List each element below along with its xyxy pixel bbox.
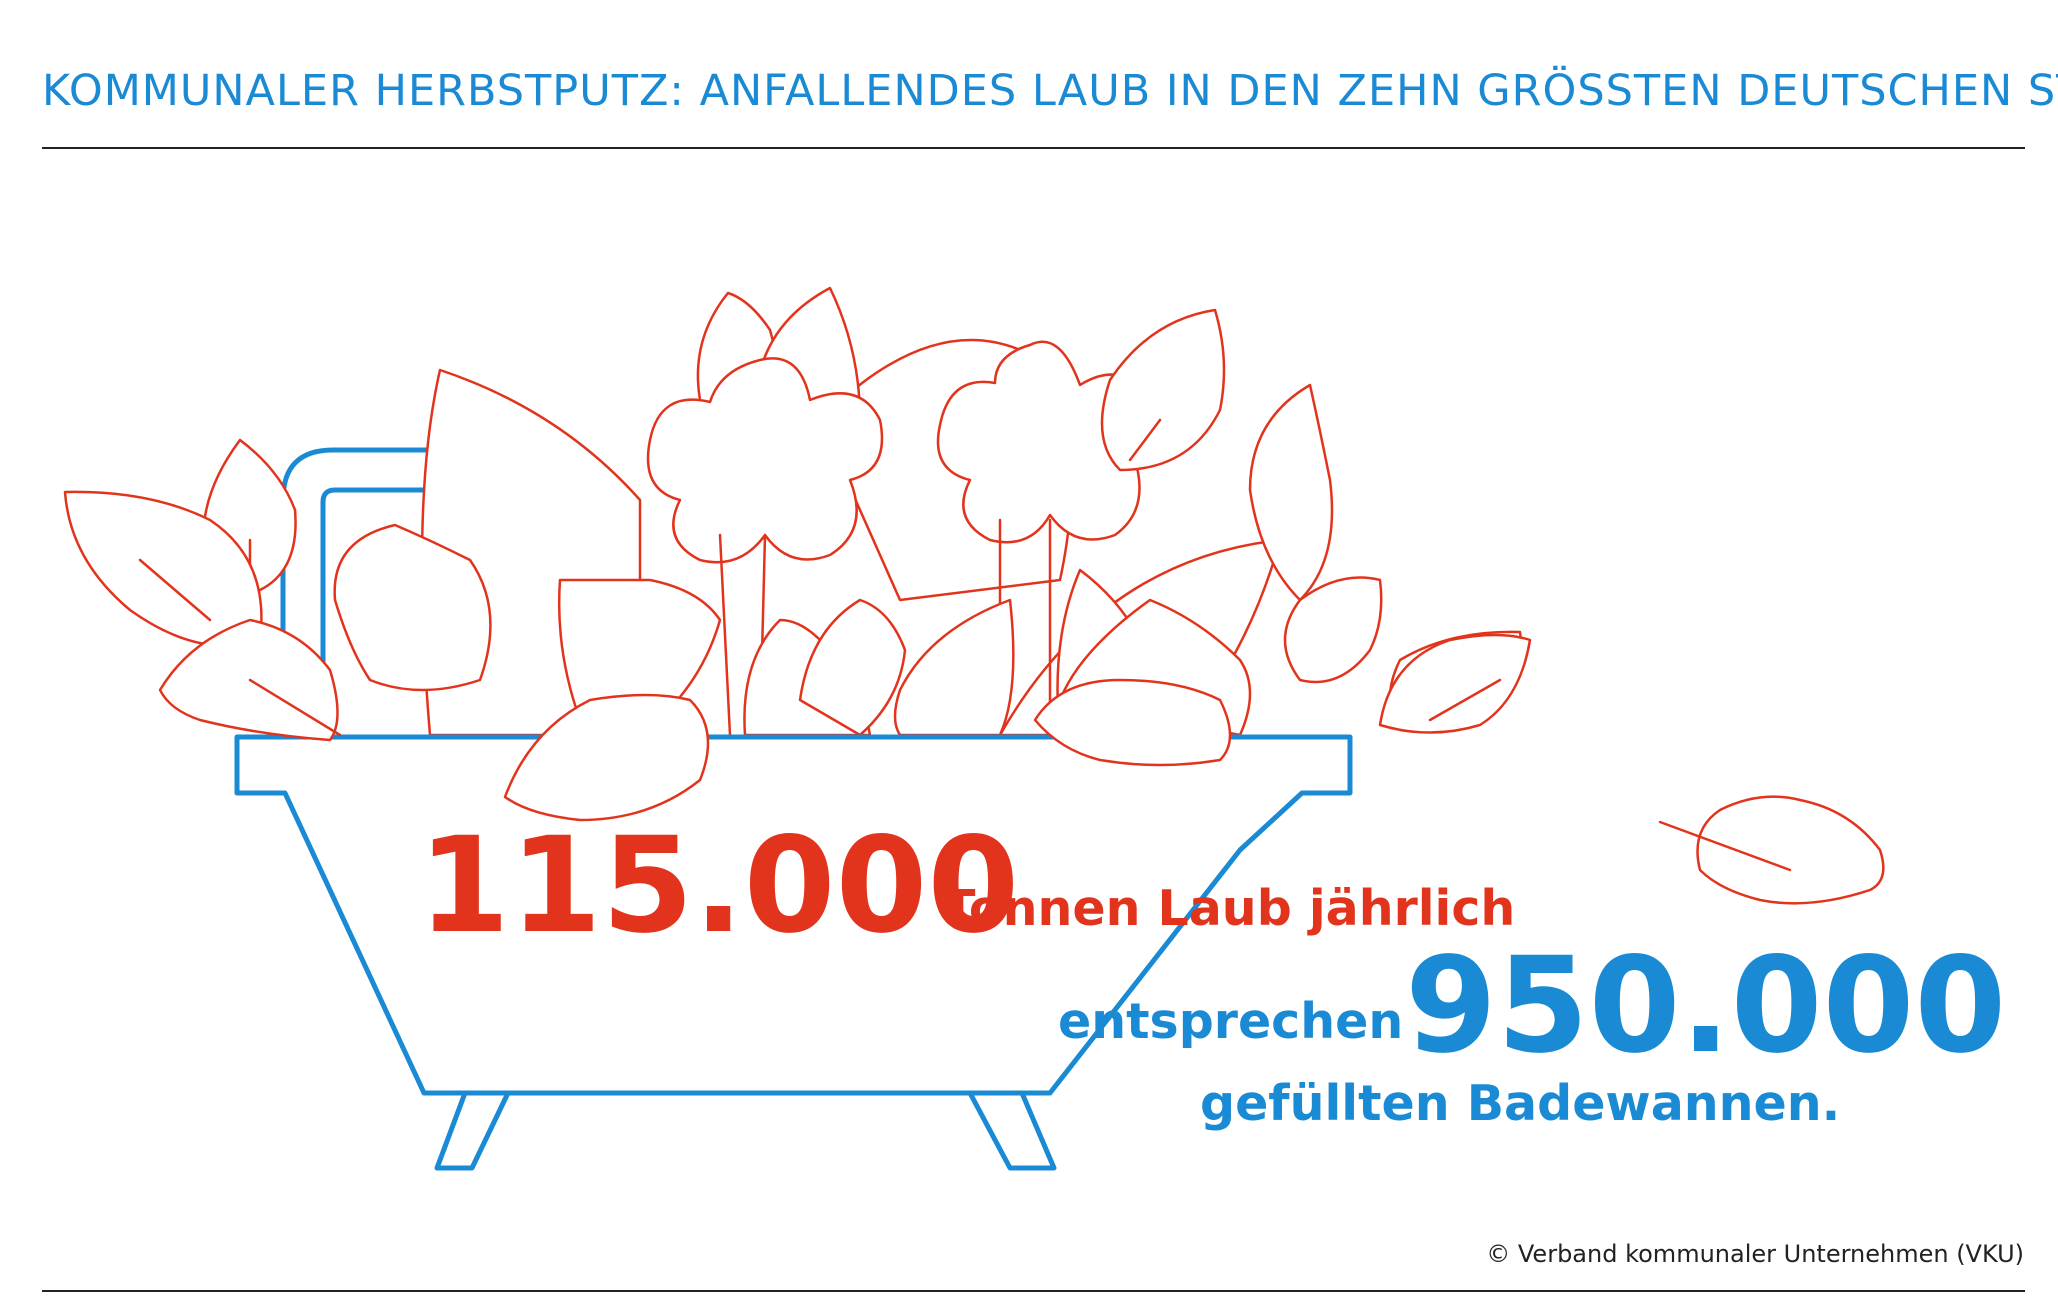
leaves-text: Tonnen Laub jährlich (942, 880, 1516, 937)
equivalent-prefix: entsprechen (1058, 993, 1404, 1050)
leaf-icon (1658, 795, 1885, 905)
bathtubs-text: gefüllten Badewannen. (1200, 1075, 1841, 1132)
leaf-icon (158, 618, 1532, 822)
leaves-value: 115.000 (418, 809, 1020, 963)
top-divider (42, 147, 2025, 149)
page-title: KOMMUNALER HERBSTPUTZ: ANFALLENDES LAUB … (42, 66, 2058, 116)
source-credit: © Verband kommunaler Unternehmen (VKU) (1486, 1240, 2024, 1268)
bathtub-icon (234, 734, 1353, 1171)
bathtubs-value: 950.000 (1405, 929, 2007, 1083)
bottom-divider (42, 1290, 2025, 1292)
